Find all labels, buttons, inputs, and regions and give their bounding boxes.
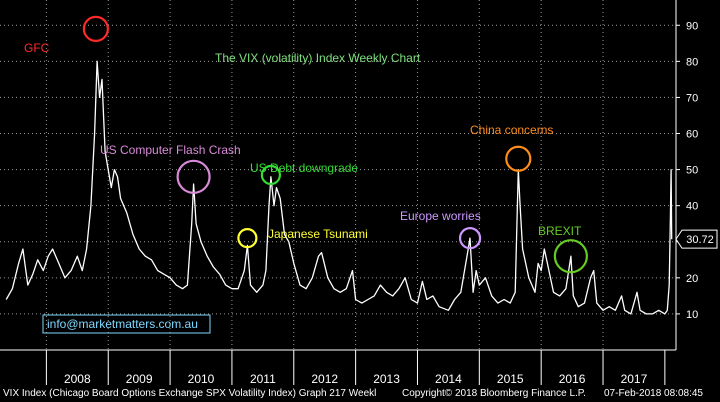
- last-value-label: 30.72: [686, 234, 714, 246]
- footer-copyright: Copyright© 2018 Bloomberg Finance L.P.: [402, 388, 586, 399]
- annotation-label: US Computer Flash Crash: [100, 143, 241, 157]
- annotation: China concerns: [470, 123, 553, 172]
- last-value-box: [675, 229, 718, 249]
- footer: VIX Index (Chicago Board Options Exchang…: [0, 385, 720, 402]
- annotation-circle: [458, 227, 482, 250]
- y-tick-label: 90: [686, 20, 698, 32]
- vix-chart: 1020304050607080902008200920102011201220…: [0, 0, 718, 385]
- annotations: GFC US Computer Flash Crash US Debt downgr…: [24, 15, 588, 274]
- x-tick-label: 2013: [373, 372, 400, 385]
- axes: [0, 0, 680, 385]
- watermark-box: [42, 314, 211, 334]
- annotation-label: Japanese Tsunami: [268, 227, 368, 241]
- annotation: Europe worries: [400, 209, 482, 250]
- y-tick-label: 20: [686, 273, 698, 285]
- annotation: US Computer Flash Crash: [100, 143, 241, 194]
- overlays: 30.72 The VIX (volatility) Index Weekly C…: [42, 51, 718, 334]
- x-tick-label: 2015: [497, 372, 524, 385]
- x-tick-label: 2011: [250, 372, 276, 385]
- footer-source: VIX Index (Chicago Board Options Exchang…: [3, 388, 377, 399]
- y-tick-label: 70: [686, 92, 698, 104]
- x-tick-label: 2012: [311, 372, 338, 385]
- watermark: info@marketmatters.com.au: [42, 314, 211, 334]
- annotation-circle: [260, 164, 281, 186]
- series-layer: [5, 60, 673, 315]
- annotation-circle: [553, 239, 588, 274]
- vix-line-series: [5, 60, 673, 315]
- annotation-circle: [237, 228, 258, 249]
- chart-title: The VIX (volatility) Index Weekly Chart: [215, 51, 421, 65]
- y-tick-label: 40: [686, 201, 698, 213]
- annotation-circle: [176, 159, 211, 194]
- last-value-marker: 30.72: [675, 229, 718, 249]
- annotation-label: GFC: [24, 41, 50, 55]
- annotation: GFC: [24, 15, 109, 55]
- x-tick-label: 2016: [559, 372, 586, 385]
- annotation-circle: [82, 15, 109, 42]
- annotation-label: BREXIT: [538, 224, 582, 238]
- grid: [0, 0, 676, 350]
- x-tick-label: 2008: [64, 372, 91, 385]
- y-tick-label: 60: [686, 129, 698, 141]
- annotation-circle: [505, 145, 532, 172]
- annotation: BREXIT: [538, 224, 588, 274]
- y-tick-label: 10: [686, 309, 698, 321]
- annotation-label: US Debt downgrade: [250, 161, 358, 175]
- y-tick-label: 50: [686, 165, 698, 177]
- y-tick-label: 80: [686, 56, 698, 68]
- annotation-label: Europe worries: [400, 209, 481, 223]
- x-tick-label: 2017: [621, 372, 648, 385]
- watermark-text: info@marketmatters.com.au: [47, 317, 198, 331]
- tick-labels: 1020304050607080902008200920102011201220…: [64, 20, 698, 385]
- x-tick-label: 2009: [126, 372, 153, 385]
- footer-timestamp: 07-Feb-2018 08:08:45: [604, 388, 703, 399]
- x-tick-label: 2014: [435, 372, 462, 385]
- annotation-label: China concerns: [470, 123, 553, 137]
- x-tick-label: 2010: [188, 372, 215, 385]
- annotation: Japanese Tsunami: [237, 227, 368, 249]
- annotation: US Debt downgrade: [250, 161, 358, 186]
